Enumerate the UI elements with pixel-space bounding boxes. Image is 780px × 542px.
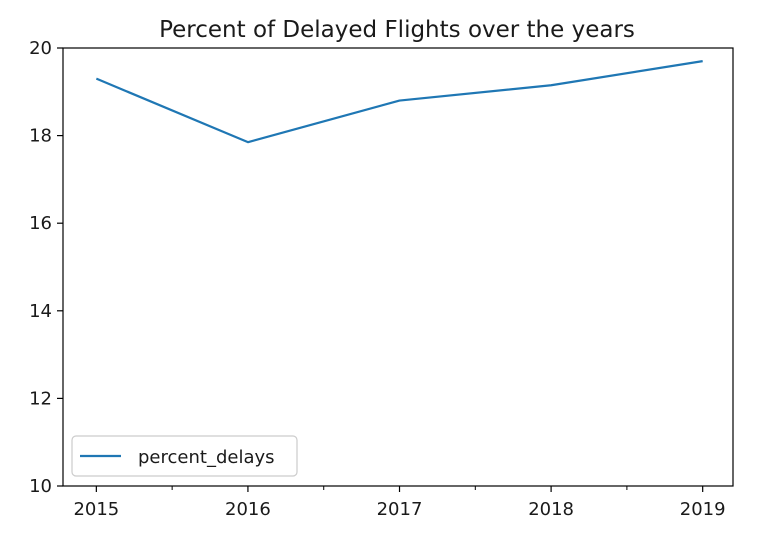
x-tick-label: 2015 — [73, 499, 119, 520]
x-tick-label: 2016 — [225, 499, 271, 520]
y-tick-label: 16 — [29, 213, 52, 234]
x-axis: 2015 2016 2017 2018 2019 — [73, 486, 726, 520]
y-tick-label: 20 — [29, 38, 52, 59]
legend-box — [71, 435, 298, 477]
y-tick-label: 10 — [29, 476, 52, 497]
plot-area — [62, 47, 734, 487]
x-tick-label: 2017 — [377, 499, 423, 520]
series-layer — [95, 60, 703, 144]
y-axis: 10 12 14 16 18 20 — [29, 38, 63, 497]
y-tick-label: 18 — [29, 126, 52, 147]
y-tick-label: 14 — [29, 301, 52, 322]
x-tick-label: 2018 — [528, 499, 574, 520]
chart-title: Percent of Delayed Flights over the year… — [159, 17, 635, 43]
y-tick-label: 12 — [29, 388, 52, 409]
x-tick-label: 2019 — [680, 499, 726, 520]
legend: percent_delays — [71, 435, 298, 477]
legend-label: percent_delays — [138, 447, 275, 468]
